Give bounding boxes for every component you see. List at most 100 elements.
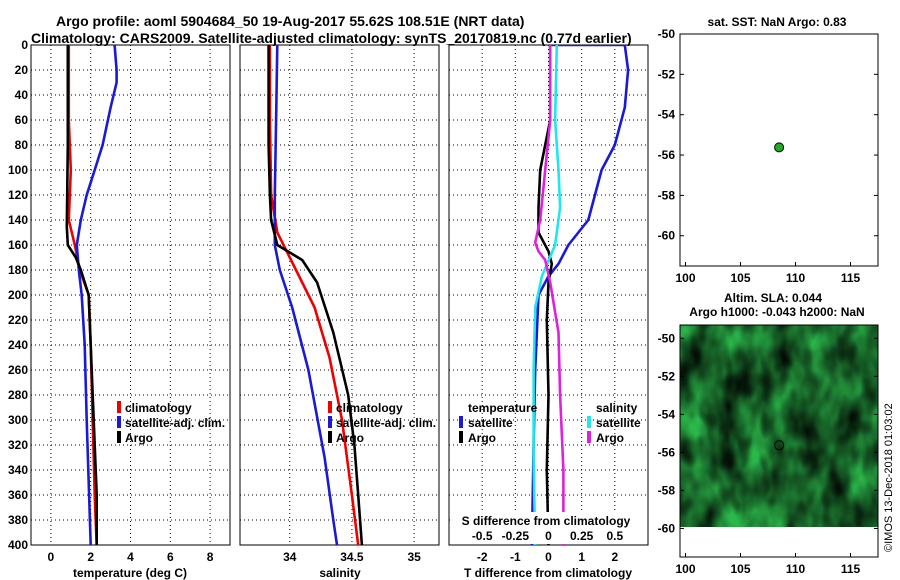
x-tick-label: -1	[510, 550, 521, 564]
s-difference-axis-label: S difference from climatology	[462, 514, 631, 528]
sst-map-ticks	[680, 33, 878, 266]
temperature-tick-labels: 0 2 4 6 8	[48, 550, 214, 564]
argo-float-marker	[774, 142, 785, 153]
temperature-legend: climatology satellite-adj. clim. Argo	[117, 401, 225, 445]
depth-tick-label: 340	[8, 463, 28, 477]
depth-tick-label: 240	[8, 338, 28, 352]
legend-satellite-adj: satellite-adj. clim.	[336, 416, 436, 430]
depth-tick-label: 160	[8, 238, 28, 252]
copyright-watermark: ©IMOS 13-Dec-2018 01:03:02	[883, 403, 895, 552]
sla-map-markers	[774, 440, 785, 451]
latitude-label: -60	[658, 229, 676, 243]
x-tick-label: 8	[207, 550, 214, 564]
legend-swatch-climatology	[117, 401, 121, 413]
sst-map-panel: sat. SST: NaN Argo: 0.83 -50 -52 -54 -56 -58…	[658, 15, 879, 285]
depth-tick-label: 20	[15, 63, 29, 77]
legend-temperature-title: temperature	[468, 401, 538, 415]
legend-swatch-argo	[328, 431, 332, 443]
latitude-label: -56	[658, 148, 676, 162]
latitude-label: -52	[658, 369, 676, 383]
difference-panel: -2 -1 0 1 2 S difference from climatology -0…	[448, 44, 649, 580]
depth-tick-label: 60	[15, 113, 29, 127]
s-diff-tick-label: 0.25	[570, 529, 594, 543]
title-line-1: Argo profile: aoml 5904684_50 19-Aug-201…	[56, 13, 524, 29]
sla-heatmap-peak	[680, 325, 878, 527]
x-tick-label: 2	[87, 550, 94, 564]
difference-legend: temperature satellite Argo salinity sate…	[459, 401, 641, 445]
sla-map-panel: Altim. SLA: 0.044 Argo h1000: -0.043 h20…	[658, 291, 879, 576]
depth-tick-label: 220	[8, 313, 28, 327]
depth-tick-label: 0	[21, 38, 28, 52]
sst-map-title: sat. SST: NaN Argo: 0.83	[708, 15, 847, 29]
latitude-label: -50	[658, 27, 676, 41]
legend-swatch-climatology	[328, 401, 332, 413]
sst-map-longitude-labels: 100 105 110 115	[675, 271, 860, 285]
title-line-2: Climatology: CARS2009. Satellite-adjuste…	[31, 30, 632, 46]
x-tick-label: 4	[127, 550, 134, 564]
legend-climatology: climatology	[125, 401, 192, 415]
s-difference-axis-box	[452, 512, 646, 544]
legend-argo: Argo	[125, 431, 153, 445]
salinity-axis-label: salinity	[319, 566, 361, 580]
s-diff-tick-label: -0.25	[502, 529, 530, 543]
sla-map-latitude-labels: -50 -52 -54 -56 -58 -60	[658, 331, 676, 535]
legend-swatch-satellite-adj	[328, 416, 332, 428]
sla-title-line-2: Argo h1000: -0.043 h2000: NaN	[689, 305, 864, 319]
longitude-label: 105	[730, 271, 750, 285]
legend-argo: Argo	[336, 431, 364, 445]
sst-map-frame	[679, 33, 879, 267]
x-tick-label: 35	[407, 550, 421, 564]
sst-map-latitude-labels: -50 -52 -54 -56 -58 -60	[658, 27, 676, 243]
temperature-grid	[31, 45, 230, 545]
s-difference-tick-labels: -0.5 -0.25 0 0.25 0.5	[472, 529, 624, 543]
salinity-panel: 34 34.5 35 salinity climatology satellite-…	[239, 44, 440, 580]
series-argo	[267, 45, 364, 545]
s-diff-tick-label: -0.5	[472, 529, 493, 543]
difference-grid	[449, 45, 648, 545]
sla-map-frame	[679, 324, 879, 558]
legend-swatch-temperature-argo	[459, 431, 463, 443]
latitude-label: -54	[658, 407, 676, 421]
t-difference-axis-label: T difference from climatology	[464, 566, 632, 580]
series-temperature-argo	[537, 45, 554, 545]
depth-tick-label: 40	[15, 88, 29, 102]
salinity-tick-labels: 34 34.5 35	[283, 550, 421, 564]
depth-tick-labels: 0 20 40 60 80 100 120 140 160 180 200 220 240 260 280 3…	[8, 38, 28, 552]
longitude-label: 115	[841, 562, 861, 576]
argo-float-marker	[774, 440, 785, 451]
x-tick-label: 6	[167, 550, 174, 564]
depth-tick-label: 320	[8, 438, 28, 452]
depth-tick-label: 380	[8, 513, 28, 527]
legend-salinity-title: salinity	[596, 401, 638, 415]
series-climatology	[268, 45, 360, 545]
latitude-label: -56	[658, 445, 676, 459]
series-satellite-adj-clim-	[273, 45, 339, 545]
legend-salinity-argo: Argo	[596, 431, 624, 445]
latitude-label: -58	[658, 188, 676, 202]
latitude-label: -60	[658, 521, 676, 535]
x-tick-label: 1	[578, 550, 585, 564]
depth-tick-label: 400	[8, 538, 28, 552]
series-argo	[65, 45, 98, 545]
x-tick-label: 34.5	[340, 550, 364, 564]
x-tick-label: -2	[477, 550, 488, 564]
longitude-label: 100	[675, 562, 695, 576]
legend-swatch-satellite-adj	[117, 416, 121, 428]
x-tick-label: 2	[611, 550, 618, 564]
longitude-label: 100	[675, 271, 695, 285]
sla-map-ticks	[680, 337, 878, 557]
salinity-grid	[240, 45, 439, 545]
series-satellite-adj-clim-	[75, 45, 118, 545]
depth-tick-label: 80	[15, 138, 29, 152]
legend-salinity-satellite: satellite	[596, 416, 641, 430]
sla-map-longitude-labels: 100 105 110 115	[675, 562, 860, 576]
salinity-series	[267, 45, 364, 545]
x-tick-label: 0	[48, 550, 55, 564]
legend-climatology: climatology	[336, 401, 403, 415]
depth-tick-label: 180	[8, 263, 28, 277]
latitude-label: -52	[658, 67, 676, 81]
series-salinity-satellite	[532, 45, 562, 545]
depth-tick-label: 100	[8, 163, 28, 177]
depth-tick-label: 360	[8, 488, 28, 502]
